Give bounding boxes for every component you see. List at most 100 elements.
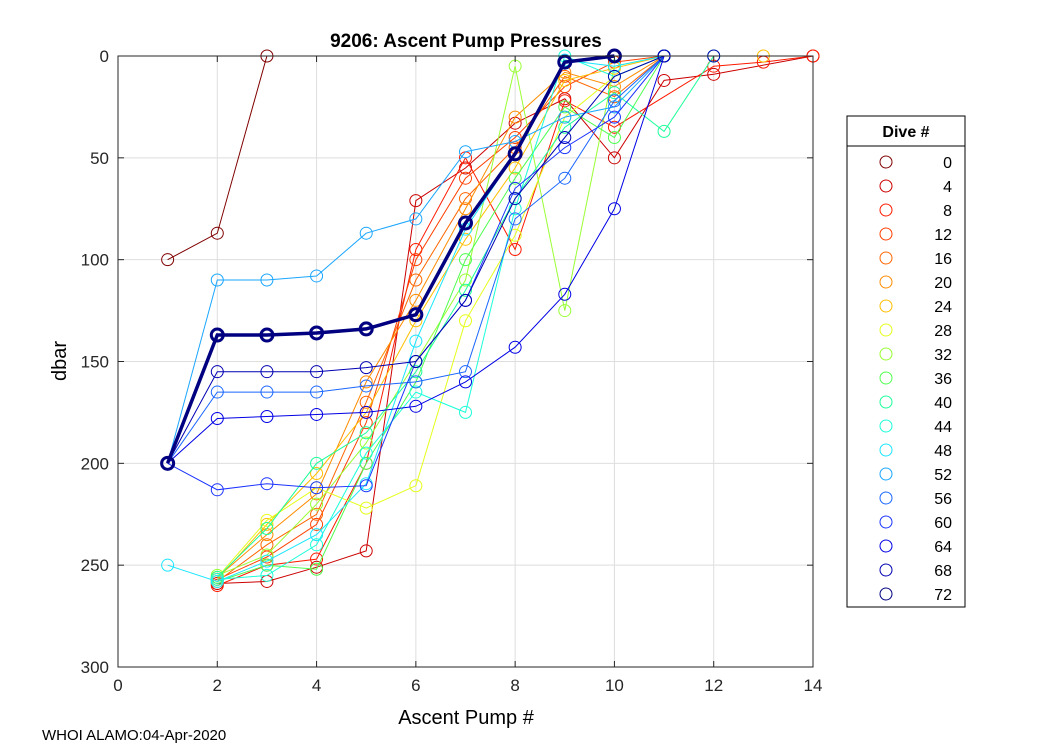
legend-entry: 12 bbox=[879, 227, 952, 244]
legend-label: 16 bbox=[934, 251, 952, 268]
y-tick-label: 150 bbox=[81, 353, 109, 372]
legend-entry: 32 bbox=[879, 347, 952, 364]
data-point bbox=[607, 130, 621, 144]
data-point bbox=[508, 212, 522, 226]
legend-entry: 48 bbox=[879, 443, 952, 460]
data-point bbox=[558, 171, 572, 185]
y-tick-label: 50 bbox=[90, 149, 109, 168]
data-point bbox=[210, 273, 224, 287]
data-point bbox=[459, 253, 472, 267]
data-point bbox=[558, 110, 572, 124]
data-point bbox=[260, 385, 274, 399]
data-point bbox=[508, 340, 522, 354]
data-point bbox=[210, 385, 224, 399]
legend-entry: 20 bbox=[879, 275, 952, 292]
data-point bbox=[459, 405, 472, 419]
legend-marker bbox=[879, 587, 893, 601]
series-dive-64 bbox=[161, 49, 671, 470]
legend-label: 68 bbox=[934, 563, 952, 580]
y-tick-label: 100 bbox=[81, 251, 109, 270]
x-tick-label: 10 bbox=[605, 676, 624, 695]
x-tick-label: 6 bbox=[411, 676, 420, 695]
y-tick-label: 300 bbox=[81, 658, 109, 677]
x-tick-label: 14 bbox=[804, 676, 823, 695]
legend-marker bbox=[879, 155, 893, 169]
data-point bbox=[508, 242, 522, 256]
data-point bbox=[558, 73, 572, 87]
data-point bbox=[210, 579, 224, 593]
data-point bbox=[657, 73, 671, 87]
data-point bbox=[310, 497, 324, 511]
axis-ticks: 0 2 4 6 8 10 12 14 0 50 100 150 200 250 300 bbox=[81, 47, 823, 695]
series-line bbox=[167, 55, 714, 464]
series-line bbox=[167, 55, 665, 464]
legend-marker bbox=[879, 323, 893, 337]
data-point bbox=[260, 522, 274, 536]
data-point bbox=[310, 538, 324, 552]
data-point bbox=[310, 517, 324, 531]
data-point bbox=[260, 554, 274, 568]
data-point bbox=[310, 407, 324, 421]
data-point bbox=[459, 283, 472, 297]
data-point bbox=[508, 161, 522, 175]
legend-label: 12 bbox=[934, 227, 952, 244]
series-line bbox=[216, 55, 715, 578]
data-point bbox=[310, 365, 324, 379]
legend-entry: 0 bbox=[879, 155, 952, 172]
legend-box bbox=[846, 115, 966, 608]
legend-label: 44 bbox=[934, 419, 952, 436]
legend-marker bbox=[879, 515, 893, 529]
legend-entry: 68 bbox=[879, 563, 952, 580]
data-point bbox=[707, 67, 721, 81]
legend-entry: 60 bbox=[879, 515, 952, 532]
data-point bbox=[359, 446, 373, 460]
data-point bbox=[160, 455, 176, 471]
data-point bbox=[210, 226, 224, 240]
data-point bbox=[459, 314, 472, 328]
data-point bbox=[607, 86, 621, 100]
data-point bbox=[309, 325, 325, 341]
legend-marker bbox=[879, 347, 893, 361]
data-point bbox=[310, 562, 324, 576]
legend-entry: 56 bbox=[879, 491, 952, 508]
data-point bbox=[558, 130, 572, 144]
data-point bbox=[310, 507, 324, 521]
legend-entry: 24 bbox=[879, 299, 952, 316]
legend-marker bbox=[879, 179, 893, 193]
legend-label: 56 bbox=[934, 491, 952, 508]
series-line bbox=[217, 55, 665, 580]
data-point bbox=[508, 110, 522, 124]
x-tick-label: 2 bbox=[213, 676, 222, 695]
legend-marker bbox=[879, 203, 893, 217]
data-point bbox=[310, 467, 324, 481]
data-point bbox=[409, 479, 423, 493]
data-point bbox=[310, 269, 324, 283]
data-point bbox=[408, 307, 424, 323]
series-line bbox=[165, 54, 615, 464]
legend: Dive # 048121620242832364044485256606468… bbox=[846, 115, 966, 608]
x-tick-label: 0 bbox=[113, 676, 122, 695]
data-point bbox=[409, 355, 423, 368]
data-point bbox=[359, 416, 373, 430]
legend-entry: 44 bbox=[879, 419, 952, 436]
legend-entry: 4 bbox=[879, 179, 952, 196]
legend-label: 60 bbox=[934, 515, 952, 532]
legend-entry: 28 bbox=[879, 323, 952, 340]
data-point bbox=[508, 171, 522, 185]
legend-entry: 64 bbox=[879, 539, 952, 556]
x-tick-label: 8 bbox=[510, 676, 519, 695]
data-point bbox=[359, 436, 373, 450]
data-point bbox=[209, 327, 225, 343]
data-point bbox=[409, 334, 423, 348]
data-point bbox=[409, 194, 423, 208]
legend-label: 40 bbox=[934, 395, 952, 412]
data-point bbox=[458, 215, 473, 231]
data-point bbox=[260, 409, 274, 423]
data-point bbox=[459, 293, 472, 307]
series-dive-56 bbox=[161, 49, 671, 470]
data-point bbox=[607, 151, 621, 165]
chart-title: 9206: Ascent Pump Pressures bbox=[330, 31, 602, 52]
data-point bbox=[359, 405, 373, 419]
data-point bbox=[358, 321, 374, 337]
